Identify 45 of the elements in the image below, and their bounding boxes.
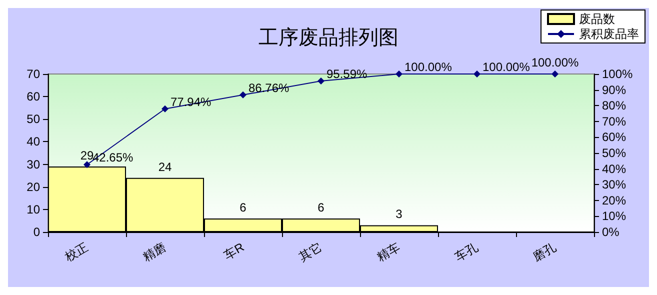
- data-label: 100.00%: [531, 56, 580, 70]
- y-tick-label: 0: [33, 225, 40, 239]
- y-tick-label: 10: [26, 202, 40, 216]
- y2-tick-label: 50%: [602, 146, 626, 160]
- y2-tick-label: 60%: [602, 130, 626, 144]
- point: [318, 77, 324, 84]
- data-label: 100.00%: [482, 60, 530, 74]
- y-tick-label: 60: [26, 90, 40, 104]
- point: [552, 70, 558, 78]
- y2-tick-label: 100%: [602, 67, 634, 81]
- data-label: 29: [80, 148, 94, 163]
- point: [396, 70, 402, 78]
- x-tick-label: 校正: [62, 240, 90, 265]
- legend-label: 累积废品率: [579, 27, 639, 41]
- y2-tick-label: 70%: [602, 114, 626, 128]
- data-label: 100.00%: [404, 60, 452, 74]
- y2-tick-label: 30%: [602, 178, 626, 192]
- point: [474, 70, 480, 78]
- data-label: 3: [396, 207, 403, 222]
- x-tick-label: 车R: [222, 240, 247, 262]
- point: [240, 91, 246, 98]
- y-tick-label: 50: [26, 112, 40, 126]
- data-label: 95.59%: [326, 66, 368, 81]
- chart-title: 工序废品排列图: [258, 25, 398, 49]
- y-tick-label: 20: [26, 180, 40, 194]
- x-tick-label: 其它: [296, 240, 324, 264]
- point: [162, 105, 168, 112]
- y-tick-label: 70: [26, 67, 40, 81]
- y2-tick-label: 0%: [602, 225, 620, 239]
- x-tick-label: 车孔: [452, 240, 480, 264]
- x-tick-label: 磨孔: [530, 240, 558, 264]
- y2-tick-label: 80%: [602, 98, 626, 113]
- point: [84, 161, 90, 168]
- y2-tick-label: 90%: [602, 82, 626, 97]
- y-tick-label: 30: [26, 157, 40, 172]
- y2-tick-label: 20%: [602, 193, 626, 208]
- y2-tick-label: 10%: [602, 209, 626, 224]
- x-tick-label: 精车: [374, 240, 402, 264]
- legend-label: 废品数: [579, 12, 615, 26]
- y-tick-label: 40: [26, 134, 40, 149]
- data-label: 6: [318, 200, 325, 214]
- data-label: 24: [158, 160, 172, 174]
- x-tick-label: 精磨: [140, 240, 168, 264]
- data-label: 6: [240, 200, 247, 214]
- y2-tick-label: 40%: [602, 162, 626, 176]
